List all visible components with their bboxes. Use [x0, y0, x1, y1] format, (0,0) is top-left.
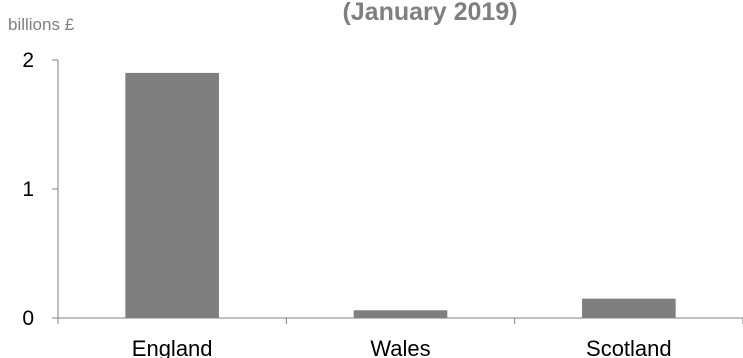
- x-tick-label-scotland: Scotland: [586, 336, 672, 358]
- y-ticks: 0 1 2: [22, 49, 58, 330]
- x-tick-label-england: England: [132, 336, 213, 358]
- x-tick-label-wales: Wales: [370, 336, 430, 358]
- bars: [125, 72, 676, 319]
- chart-title: (January 2019): [342, 0, 517, 26]
- bar-england: [125, 72, 219, 319]
- x-ticks: England Wales Scotland: [57, 318, 743, 358]
- y-tick-label: 0: [22, 307, 34, 330]
- bar-scotland: [582, 298, 676, 318]
- bar-wales: [353, 310, 448, 318]
- y-unit-label: billions £: [8, 15, 75, 34]
- y-tick-label: 2: [22, 49, 34, 72]
- y-tick-label: 1: [22, 178, 34, 201]
